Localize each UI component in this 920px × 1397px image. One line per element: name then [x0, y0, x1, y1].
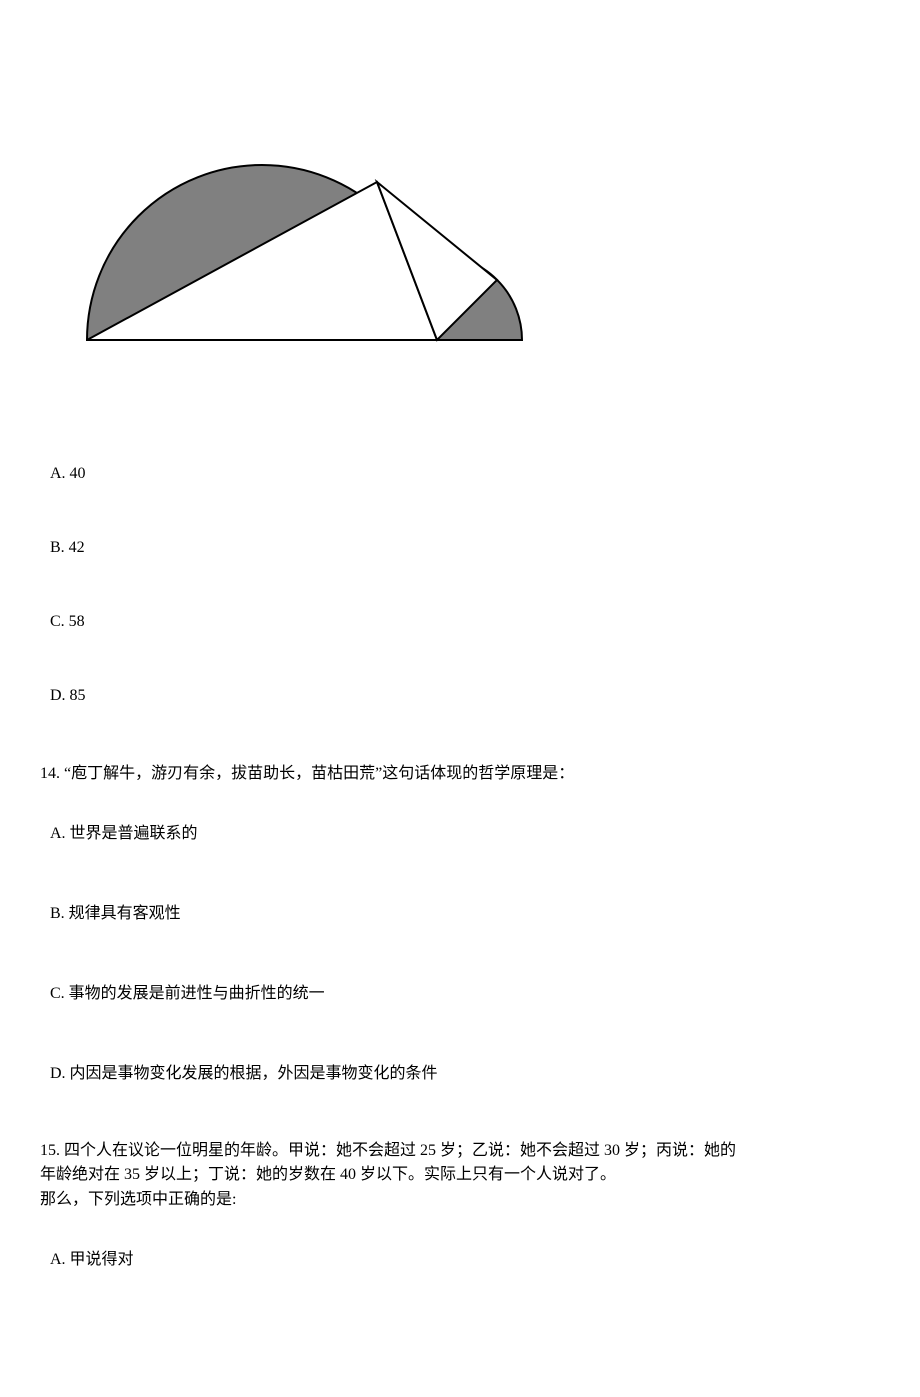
option-label: A. 甲说得对 — [50, 1251, 134, 1268]
question-line-3: 那么，下列选项中正确的是: — [40, 1188, 880, 1213]
option-label: B. 规律具有客观性 — [50, 905, 181, 922]
option-label: D. 内因是事物变化发展的根据，外因是事物变化的条件 — [50, 1065, 438, 1082]
q14-option-b[interactable]: B. 规律具有客观性 — [50, 899, 920, 923]
question-number: 15. — [40, 1142, 64, 1159]
question-line-2: 年龄绝对在 35 岁以上；丁说：她的岁数在 40 岁以下。实际上只有一个人说对了… — [40, 1163, 880, 1188]
option-label: D. 85 — [50, 687, 86, 704]
q15-question: 15. 四个人在议论一位明星的年龄。甲说：她不会超过 25 岁；乙说：她不会超过… — [40, 1139, 880, 1213]
question-number: 14. — [40, 765, 64, 782]
q13-option-b[interactable]: B. 42 — [50, 539, 920, 557]
q14-question: 14. “庖丁解牛，游刃有余，拔苗助长，苗枯田荒”这句话体现的哲学原理是： — [40, 761, 880, 787]
question-line-1: 15. 四个人在议论一位明星的年龄。甲说：她不会超过 25 岁；乙说：她不会超过… — [40, 1139, 880, 1164]
q15-option-a[interactable]: A. 甲说得对 — [50, 1245, 920, 1269]
option-label: C. 58 — [50, 613, 85, 630]
q13-option-d[interactable]: D. 85 — [50, 687, 920, 705]
option-label: A. 40 — [50, 465, 86, 482]
question-text-1: 四个人在议论一位明星的年龄。甲说：她不会超过 25 岁；乙说：她不会超过 30 … — [64, 1142, 736, 1159]
q13-option-a[interactable]: A. 40 — [50, 465, 920, 483]
option-label: A. 世界是普遍联系的 — [50, 825, 198, 842]
q14-option-c[interactable]: C. 事物的发展是前进性与曲折性的统一 — [50, 979, 920, 1003]
q14-option-d[interactable]: D. 内因是事物变化发展的根据，外因是事物变化的条件 — [50, 1059, 920, 1083]
geometry-figure — [67, 95, 920, 360]
option-label: C. 事物的发展是前进性与曲折性的统一 — [50, 985, 325, 1002]
q14-option-a[interactable]: A. 世界是普遍联系的 — [50, 819, 920, 843]
semicircle-diagram — [67, 95, 537, 355]
question-text: “庖丁解牛，游刃有余，拔苗助长，苗枯田荒”这句话体现的哲学原理是： — [64, 765, 574, 782]
option-label: B. 42 — [50, 539, 85, 556]
q13-option-c[interactable]: C. 58 — [50, 613, 920, 631]
